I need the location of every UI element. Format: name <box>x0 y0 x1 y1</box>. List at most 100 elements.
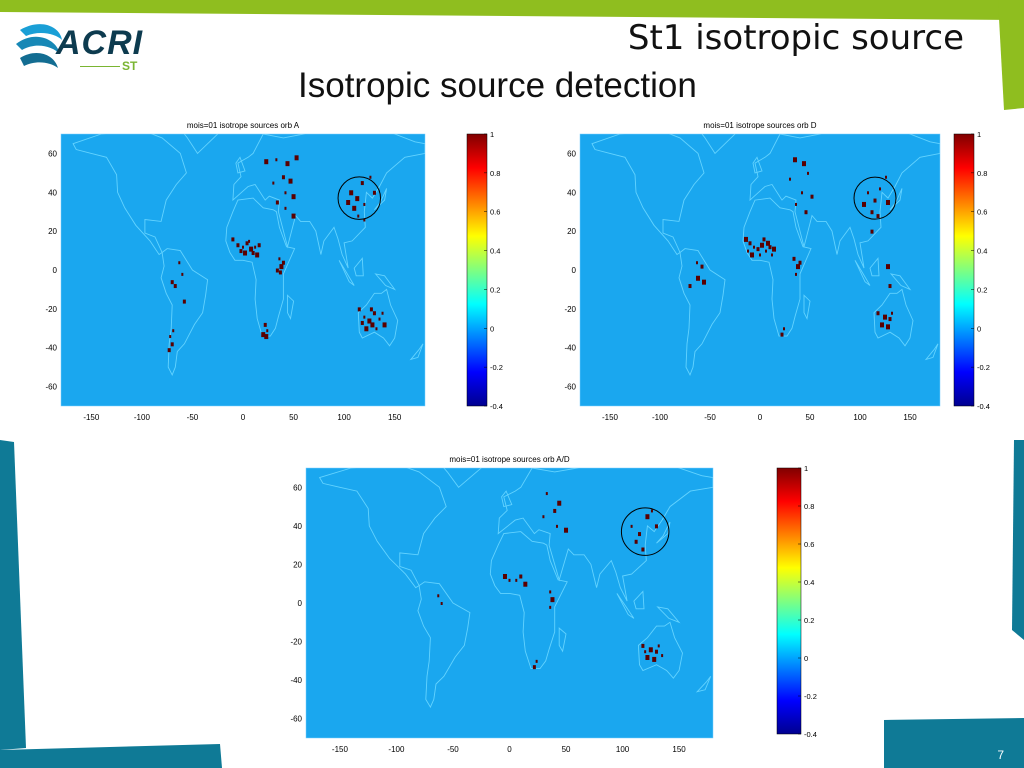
y-tick-label: 0 <box>298 599 303 608</box>
source-point <box>888 317 892 322</box>
source-point <box>178 261 181 265</box>
x-tick-label: -100 <box>388 745 405 754</box>
y-tick-label: 0 <box>53 266 58 275</box>
source-point <box>363 218 366 222</box>
source-point <box>801 191 803 195</box>
source-point <box>170 342 174 347</box>
source-point <box>167 348 171 353</box>
y-tick-label: 20 <box>567 227 576 236</box>
coastline <box>924 343 939 361</box>
source-point <box>862 201 866 207</box>
page-number: 7 <box>997 748 1004 762</box>
coastline <box>695 676 712 693</box>
x-tick-label: -150 <box>83 413 100 422</box>
source-point <box>753 245 755 249</box>
x-tick-label: 0 <box>758 413 763 422</box>
coastline <box>591 134 705 256</box>
colorbar <box>953 133 975 407</box>
y-tick-label: -40 <box>564 344 576 353</box>
source-point <box>700 264 704 269</box>
source-point <box>364 326 369 332</box>
source-point <box>638 532 642 537</box>
source-point <box>807 171 809 175</box>
source-point <box>169 335 172 339</box>
source-point <box>264 334 269 340</box>
source-point <box>645 655 650 660</box>
source-point <box>657 644 660 648</box>
source-point <box>557 500 562 506</box>
source-point <box>535 659 538 663</box>
source-point <box>254 245 257 249</box>
source-point <box>644 650 647 654</box>
y-tick-label: -40 <box>45 344 57 353</box>
x-tick-label: 0 <box>507 745 512 754</box>
right-green-band <box>998 0 1024 110</box>
map-background <box>580 134 940 406</box>
source-point <box>291 213 296 219</box>
source-point <box>879 187 881 191</box>
logo-divider <box>80 66 120 67</box>
coastline <box>616 593 635 619</box>
source-point <box>357 214 360 218</box>
source-point <box>523 581 528 587</box>
map-frame <box>305 467 714 739</box>
source-point <box>789 177 791 181</box>
colorbar-tick-label: 0 <box>490 324 494 333</box>
source-point <box>264 159 269 165</box>
source-point <box>284 206 287 210</box>
source-point <box>780 332 784 337</box>
x-tick-label: 100 <box>853 413 867 422</box>
coastline <box>633 590 645 610</box>
source-point <box>352 205 357 211</box>
y-tick-label: 0 <box>572 266 577 275</box>
x-tick-label: 50 <box>562 745 571 754</box>
source-point <box>688 284 692 289</box>
source-point <box>792 256 796 261</box>
source-point <box>648 647 653 653</box>
source-point <box>867 191 869 195</box>
source-point <box>173 284 177 289</box>
y-tick-label: -60 <box>290 715 302 724</box>
y-tick-label: -20 <box>290 638 302 647</box>
region-circle <box>337 176 382 220</box>
source-point <box>654 524 658 529</box>
source-point <box>532 665 536 670</box>
coastline <box>417 581 471 709</box>
coastline <box>889 188 903 211</box>
source-point <box>370 322 375 328</box>
slide-title: St1 isotropic source <box>627 18 964 58</box>
source-point <box>645 514 650 520</box>
colorbar-tick-label: 0 <box>977 324 981 333</box>
source-point <box>796 264 800 270</box>
colorbar <box>776 467 802 735</box>
source-point <box>508 578 511 582</box>
right-teal-band <box>1012 440 1024 640</box>
source-point <box>275 158 278 162</box>
source-point <box>372 311 376 316</box>
y-tick-label: -60 <box>564 383 576 392</box>
source-point <box>748 241 752 246</box>
source-point <box>550 597 555 603</box>
bottom-right-teal-band <box>884 718 1024 768</box>
colorbar-tick-label: 1 <box>490 130 494 139</box>
source-point <box>369 307 373 312</box>
bottom-teal-band <box>0 744 222 768</box>
y-tick-label: -40 <box>290 676 302 685</box>
source-point <box>783 327 785 331</box>
coastline <box>235 156 246 174</box>
source-point <box>886 200 890 205</box>
coastline <box>225 197 296 337</box>
y-tick-label: 40 <box>293 522 302 531</box>
source-point <box>545 492 548 496</box>
coastline <box>701 134 736 155</box>
source-point <box>236 243 240 248</box>
x-tick-label: -100 <box>652 413 669 422</box>
colorbar <box>466 133 488 407</box>
y-tick-label: -20 <box>45 305 57 314</box>
colorbar-tick-label: 0.4 <box>804 578 814 587</box>
source-point <box>272 181 275 185</box>
source-point <box>291 194 296 200</box>
y-tick-label: 20 <box>293 560 302 569</box>
source-point <box>873 198 877 203</box>
source-point <box>288 178 293 184</box>
